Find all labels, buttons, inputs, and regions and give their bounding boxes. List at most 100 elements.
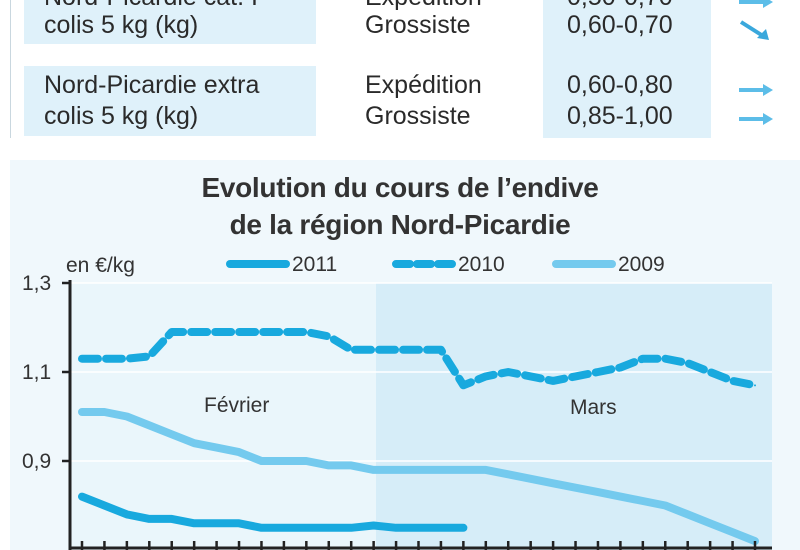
- data-point: [125, 415, 128, 418]
- data-point: [395, 526, 398, 529]
- data-point: [484, 468, 487, 471]
- data-point: [641, 357, 644, 360]
- series-2011: [78, 492, 468, 532]
- data-point: [282, 460, 285, 462]
- row1-product-line1: Nord-Picardie cat. I: [44, 0, 258, 12]
- data-point: [417, 348, 420, 351]
- data-point: [305, 526, 308, 529]
- data-point: [552, 379, 555, 382]
- series-2009: [78, 408, 759, 546]
- data-point: [350, 526, 353, 529]
- data-point: [372, 348, 375, 351]
- data-point: [103, 357, 106, 360]
- data-point: [664, 504, 667, 507]
- row2-price-expedition: 0,60-0,80: [567, 71, 673, 99]
- data-point: [81, 495, 83, 498]
- row2-stage-expedition: Expédition: [365, 71, 482, 99]
- data-point: [215, 330, 218, 333]
- data-point: [305, 330, 308, 333]
- data-point: [350, 464, 353, 467]
- data-point: [238, 451, 241, 454]
- mars-shaded-region: [376, 283, 772, 550]
- data-point: [305, 460, 308, 462]
- data-point: [193, 522, 196, 525]
- data-point: [574, 375, 577, 378]
- y-gridlines: 1,3 1,1 0,9: [22, 272, 772, 473]
- data-point: [238, 522, 241, 525]
- legend-label: 2011: [292, 253, 337, 276]
- data-point: [754, 384, 756, 387]
- data-point: [148, 424, 151, 427]
- legend-label: 2010: [458, 253, 505, 276]
- legend-item-2010: 2010: [392, 253, 505, 276]
- row2-product-band: [24, 66, 316, 136]
- data-point: [484, 375, 487, 378]
- data-point: [507, 371, 510, 373]
- row1-price-expedition: 0,50-0,70: [567, 0, 673, 12]
- data-point: [619, 366, 622, 369]
- data-point: [327, 335, 330, 338]
- data-point: [686, 362, 689, 365]
- price-table: Nord-Picardie cat. I colis 5 kg (kg) Exp…: [0, 0, 800, 138]
- row2-product-line1: Nord-Picardie extra: [44, 71, 260, 99]
- table-left-border: [10, 0, 11, 138]
- data-point: [170, 517, 173, 520]
- data-point: [260, 460, 263, 462]
- data-point: [439, 526, 442, 529]
- data-point: [327, 464, 330, 467]
- data-point: [507, 473, 510, 476]
- legend-item-2009: 2009: [552, 253, 665, 276]
- data-point: [439, 348, 442, 351]
- series-line-2011: [78, 492, 468, 532]
- trend-stable-arrow-icon: [739, 0, 773, 8]
- data-point: [709, 522, 712, 525]
- data-point: [103, 411, 106, 414]
- data-point: [81, 357, 83, 360]
- data-point: [125, 513, 128, 516]
- chart-legend: 2011 2010 2009: [226, 253, 665, 276]
- y-tick-label: 0,9: [22, 450, 51, 473]
- data-point: [596, 371, 599, 373]
- data-point: [686, 513, 689, 516]
- y-tick-label: 1,3: [22, 272, 51, 295]
- data-point: [731, 379, 734, 382]
- data-point: [641, 500, 644, 503]
- data-point: [417, 526, 420, 529]
- data-point: [552, 482, 555, 485]
- row1-price-grossiste: 0,60-0,70: [567, 11, 673, 39]
- series-2010: [78, 328, 759, 390]
- data-point: [731, 531, 734, 534]
- y-axis-unit-label: en €/kg: [66, 254, 135, 277]
- trend-stable-arrow-icon: [739, 113, 773, 125]
- data-point: [238, 330, 241, 333]
- data-point: [170, 330, 173, 333]
- row1-stage-expedition: Expédition: [365, 0, 482, 12]
- price-column-band: [543, 0, 711, 138]
- data-point: [439, 468, 442, 471]
- data-point: [193, 330, 196, 333]
- data-point: [148, 517, 151, 520]
- trend-stable-arrow-icon: [739, 84, 773, 96]
- axes: [68, 280, 772, 550]
- data-point: [170, 433, 173, 436]
- data-point: [193, 442, 196, 445]
- data-point: [215, 446, 218, 449]
- row2-price-grossiste: 0,85-1,00: [567, 102, 673, 130]
- data-point: [260, 330, 263, 333]
- series-layer: [78, 328, 759, 546]
- row2-product-line2: colis 5 kg (kg): [44, 102, 199, 130]
- data-point: [103, 504, 106, 507]
- data-point: [462, 468, 465, 471]
- data-point: [574, 486, 577, 489]
- y-tick-label: 1,1: [22, 361, 51, 384]
- data-point: [462, 384, 465, 387]
- data-point: [417, 468, 420, 471]
- data-point: [148, 355, 151, 358]
- data-point: [462, 526, 465, 529]
- data-point: [125, 357, 128, 360]
- data-point: [395, 348, 398, 351]
- data-point: [215, 522, 218, 525]
- row1-stage-grossiste: Grossiste: [365, 11, 471, 39]
- legend-label: 2009: [618, 253, 665, 276]
